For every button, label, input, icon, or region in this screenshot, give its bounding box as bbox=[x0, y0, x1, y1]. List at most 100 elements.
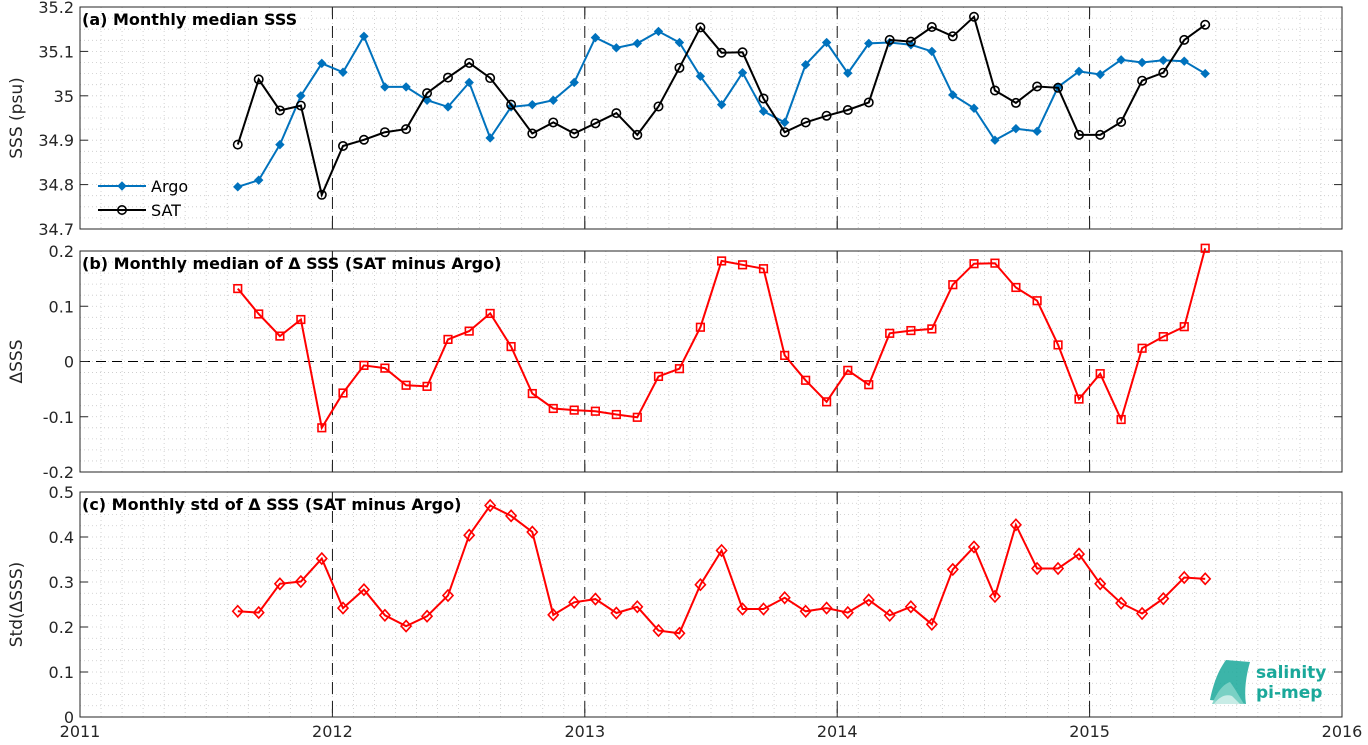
data-point bbox=[1179, 322, 1189, 332]
data-point bbox=[695, 71, 706, 81]
panel-c: 0 0.1 0.2 0.3 0.4 0.5 2011 2012 2013 2014 2015 2016… bbox=[7, 483, 1362, 741]
data-point bbox=[883, 608, 896, 622]
data-point bbox=[1074, 66, 1084, 77]
data-point bbox=[906, 40, 916, 50]
y-axis-label: Std(ΔSSS) bbox=[7, 562, 27, 648]
data-point bbox=[316, 189, 327, 200]
data-point bbox=[758, 106, 769, 117]
data-point bbox=[296, 314, 306, 325]
data-point bbox=[358, 134, 369, 145]
data-point bbox=[989, 85, 1000, 96]
legend-label: Argo bbox=[151, 177, 188, 196]
data-point bbox=[884, 34, 895, 45]
data-point bbox=[947, 31, 958, 42]
data-point bbox=[506, 99, 517, 110]
series-line bbox=[237, 504, 1206, 635]
data-point bbox=[485, 308, 495, 319]
y-tick-label: -0.1 bbox=[43, 408, 74, 427]
data-point bbox=[233, 182, 243, 192]
data-point bbox=[253, 175, 264, 185]
data-point bbox=[1011, 123, 1021, 134]
data-point bbox=[442, 72, 453, 83]
data-point bbox=[948, 90, 958, 100]
data-point bbox=[821, 397, 832, 407]
data-point bbox=[673, 626, 686, 640]
data-point bbox=[1053, 340, 1063, 350]
data-point bbox=[800, 60, 811, 70]
data-point bbox=[927, 46, 937, 57]
x-tick-label: 2015 bbox=[1069, 722, 1110, 741]
data-point bbox=[653, 26, 664, 37]
data-point bbox=[359, 360, 369, 370]
panel-title: (b) Monthly median of Δ SSS (SAT minus A… bbox=[82, 254, 501, 273]
data-point bbox=[400, 619, 413, 633]
grid bbox=[80, 7, 1342, 229]
data-point bbox=[527, 99, 538, 110]
data-point bbox=[1073, 129, 1084, 140]
data-point bbox=[463, 528, 476, 542]
data-point bbox=[1137, 75, 1148, 86]
data-point bbox=[506, 341, 516, 352]
y-tick-label: 0.5 bbox=[49, 483, 74, 502]
data-point bbox=[758, 264, 769, 274]
y-tick-label: 0.1 bbox=[49, 297, 74, 316]
axes-frame bbox=[79, 6, 1343, 230]
data-point bbox=[969, 259, 979, 269]
data-point bbox=[338, 140, 349, 151]
data-point bbox=[863, 97, 874, 108]
data-point bbox=[1095, 129, 1106, 140]
data-point bbox=[611, 43, 622, 53]
data-point bbox=[485, 73, 496, 84]
panel-b: -0.2 -0.1 0 0.1 0.2 ΔSSS (b) Monthly median of… bbox=[7, 242, 1343, 482]
data-point bbox=[653, 101, 664, 112]
data-point bbox=[441, 588, 455, 603]
data-point bbox=[1011, 282, 1021, 293]
data-point bbox=[568, 595, 581, 609]
legend: Argo SAT bbox=[98, 177, 188, 220]
series-delta bbox=[233, 243, 1210, 433]
data-point bbox=[1032, 126, 1042, 137]
logo-line1: salinity bbox=[1256, 663, 1326, 683]
data-point bbox=[1010, 97, 1021, 108]
data-point bbox=[674, 364, 685, 374]
x-tick-label: 2016 bbox=[1322, 722, 1363, 741]
y-tick-label: 0.4 bbox=[49, 528, 74, 547]
legend-marker bbox=[117, 205, 128, 216]
series-line bbox=[237, 247, 1207, 431]
axes-frame bbox=[79, 491, 1343, 718]
data-point bbox=[1031, 561, 1044, 576]
data-point bbox=[862, 593, 875, 607]
data-point bbox=[1200, 243, 1210, 253]
legend-entry-sat: SAT bbox=[98, 201, 181, 220]
data-point bbox=[801, 375, 811, 385]
data-point bbox=[443, 102, 453, 112]
y-tick-label: 0.3 bbox=[49, 573, 74, 592]
data-point bbox=[1072, 547, 1086, 561]
data-point bbox=[736, 602, 749, 616]
data-point bbox=[632, 38, 643, 49]
data-point bbox=[295, 100, 306, 111]
data-point bbox=[380, 82, 390, 92]
data-point bbox=[800, 117, 811, 128]
data-point bbox=[420, 609, 434, 623]
data-point bbox=[674, 62, 685, 73]
data-point bbox=[843, 365, 853, 375]
data-point bbox=[885, 328, 895, 338]
data-point bbox=[1157, 591, 1170, 606]
data-point bbox=[1158, 67, 1169, 78]
data-point bbox=[378, 608, 391, 622]
data-point bbox=[527, 128, 538, 139]
data-point bbox=[695, 22, 706, 33]
data-point bbox=[464, 57, 475, 68]
data-point bbox=[779, 127, 790, 138]
data-point bbox=[632, 412, 642, 422]
data-point bbox=[967, 540, 981, 554]
legend-marker bbox=[117, 181, 127, 191]
data-point bbox=[464, 77, 474, 88]
data-point bbox=[484, 498, 497, 513]
data-point bbox=[737, 260, 748, 270]
data-point bbox=[231, 604, 244, 618]
data-point bbox=[716, 99, 727, 110]
salinity-pi-mep-logo: salinity pi-mep bbox=[1210, 660, 1326, 704]
